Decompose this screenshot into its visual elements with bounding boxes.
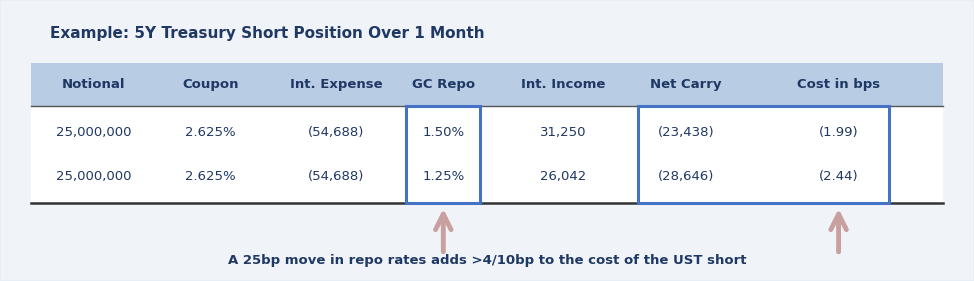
Text: (2.44): (2.44) [819,170,858,183]
Text: 31,250: 31,250 [540,126,586,139]
Text: 25,000,000: 25,000,000 [56,170,131,183]
Text: 25,000,000: 25,000,000 [56,126,131,139]
Text: Int. Income: Int. Income [520,78,605,91]
Text: Net Carry: Net Carry [651,78,722,91]
Text: 1.25%: 1.25% [422,170,465,183]
Text: 26,042: 26,042 [540,170,586,183]
Text: (54,688): (54,688) [309,126,364,139]
Text: A 25bp move in repo rates adds >4/10bp to the cost of the UST short: A 25bp move in repo rates adds >4/10bp t… [228,254,746,267]
Text: (1.99): (1.99) [819,126,858,139]
Text: Cost in bps: Cost in bps [797,78,880,91]
Text: Coupon: Coupon [182,78,239,91]
FancyBboxPatch shape [30,106,944,203]
Text: (54,688): (54,688) [309,170,364,183]
Text: Int. Expense: Int. Expense [290,78,383,91]
Text: Example: 5Y Treasury Short Position Over 1 Month: Example: 5Y Treasury Short Position Over… [50,26,485,41]
Text: 2.625%: 2.625% [185,170,236,183]
Text: (28,646): (28,646) [657,170,714,183]
Text: (23,438): (23,438) [657,126,714,139]
Text: GC Repo: GC Repo [412,78,475,91]
Text: Notional: Notional [62,78,126,91]
Text: 2.625%: 2.625% [185,126,236,139]
FancyBboxPatch shape [30,63,944,106]
Text: 1.50%: 1.50% [423,126,465,139]
